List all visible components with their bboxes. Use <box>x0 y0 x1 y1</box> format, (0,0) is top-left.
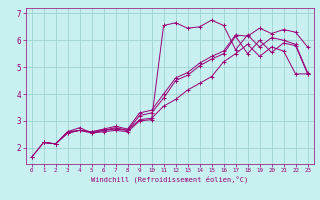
X-axis label: Windchill (Refroidissement éolien,°C): Windchill (Refroidissement éolien,°C) <box>91 176 248 183</box>
